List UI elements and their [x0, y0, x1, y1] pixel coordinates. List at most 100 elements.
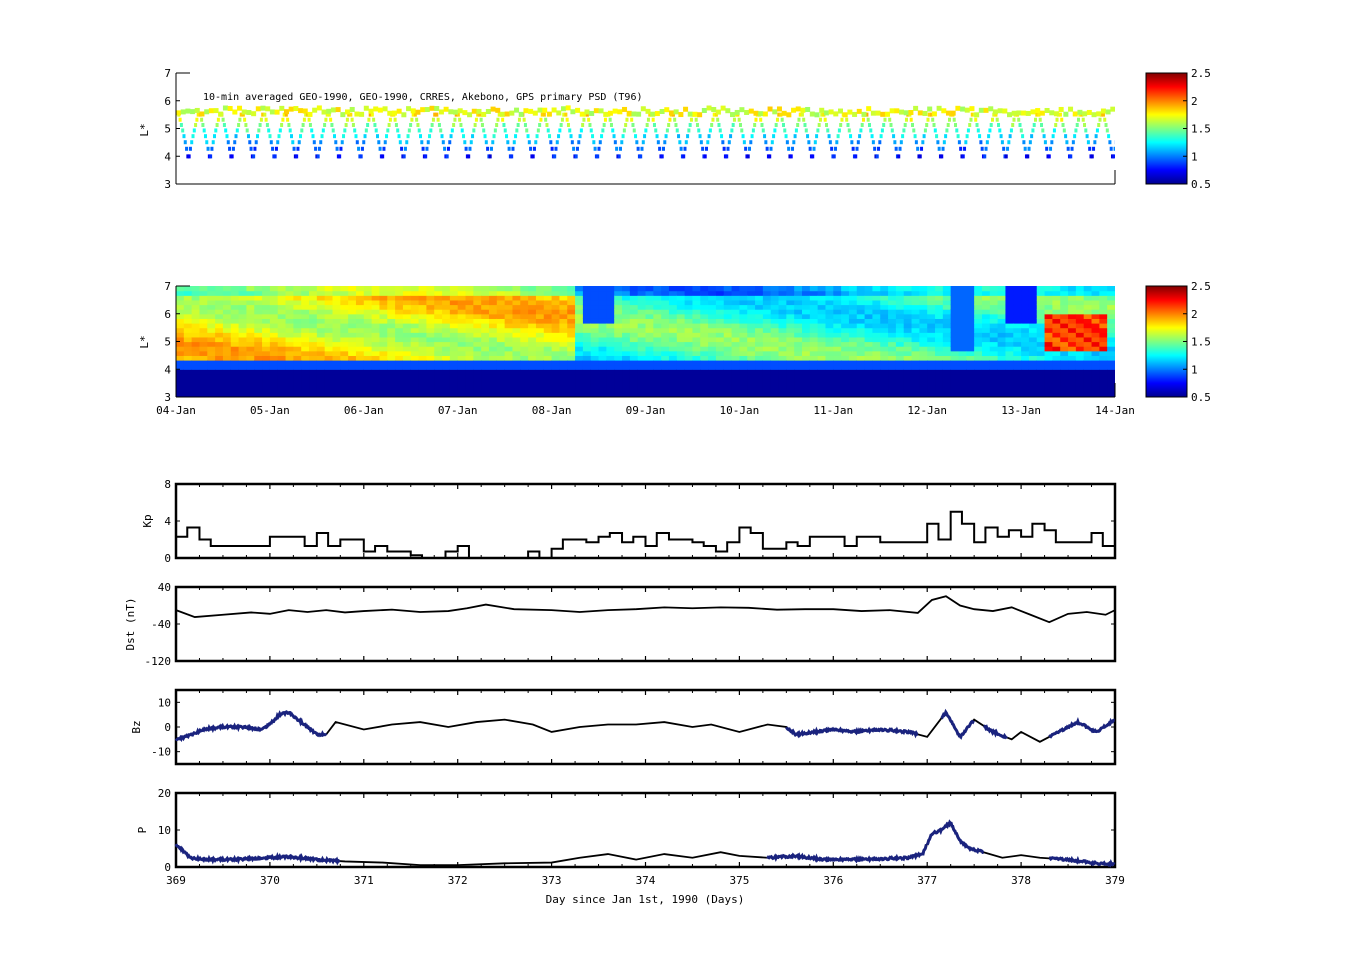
psd-reanalysis-cell [309, 378, 318, 384]
psd-observed-track-cell [195, 117, 199, 122]
psd-observed-band-cell [640, 106, 646, 112]
psd-observed-track-cell [510, 154, 514, 159]
psd-reanalysis-cell [285, 318, 294, 324]
psd-observed-track-cell [1092, 146, 1096, 151]
psd-reanalysis-cell [841, 299, 850, 306]
psd-reanalysis-cell [176, 392, 185, 397]
psd-reanalysis-cell [888, 364, 897, 370]
psd-observed-track-cell [992, 112, 996, 117]
psd-observed-track-cell [602, 122, 606, 127]
psd-observed-track-cell [230, 154, 234, 159]
psd-reanalysis-cell [473, 387, 482, 393]
psd-reanalysis-cell [598, 295, 607, 301]
psd-reanalysis-cell [1083, 383, 1093, 389]
psd-observed-track-cell [873, 146, 877, 151]
psd-reanalysis-cell [770, 341, 780, 347]
psd-reanalysis-cell [1075, 355, 1085, 361]
psd-reanalysis-cell [731, 383, 740, 389]
psd-reanalysis-cell [715, 313, 725, 319]
psd-observed-track-cell [281, 117, 285, 122]
psd-reanalysis-cell [355, 318, 365, 324]
psd-reanalysis-cell [1013, 332, 1022, 338]
psd-reanalysis-cell [215, 383, 224, 389]
psd-observed-track-cell [791, 146, 795, 151]
psd-reanalysis-cell [841, 336, 850, 343]
psd-reanalysis-cell [802, 392, 811, 397]
psd-reanalysis-cell [786, 318, 795, 324]
psd-observed-track-cell [683, 146, 687, 151]
psd-observed-track-cell [254, 140, 258, 145]
psd-reanalysis-cell [1083, 286, 1093, 292]
psd-observed-track-cell [1112, 154, 1115, 159]
psd-observed-band-cell [565, 105, 571, 111]
psd-reanalysis-cell [332, 313, 341, 319]
psd-reanalysis-cell [762, 309, 772, 315]
psd-reanalysis-cell [269, 318, 279, 324]
psd-reanalysis-cell [880, 304, 889, 310]
psd-reanalysis-cell [254, 336, 263, 343]
psd-reanalysis-cell [1044, 304, 1053, 310]
psd-reanalysis-cell [1021, 327, 1030, 333]
psd-reanalysis-cell [363, 299, 373, 306]
psd-observed-track-cell [347, 112, 351, 117]
psd-reanalysis-cell [301, 373, 310, 380]
psd-reanalysis-cell [1021, 341, 1030, 347]
psd-reanalysis-cell [575, 286, 584, 292]
psd-reanalysis-cell [1099, 323, 1108, 329]
psd-reanalysis-cell [262, 355, 271, 361]
psd-reanalysis-cell [395, 364, 404, 370]
psd-reanalysis-cell [684, 299, 694, 306]
psd-reanalysis-cell [418, 346, 427, 352]
psd-reanalysis-cell [481, 304, 490, 310]
psd-reanalysis-cell [489, 350, 498, 356]
psd-reanalysis-cell [332, 392, 341, 397]
psd-reanalysis-cell [614, 360, 623, 366]
psd-observed-band-cell [814, 112, 820, 118]
psd-reanalysis-cell [387, 373, 396, 380]
psd-reanalysis-cell [1068, 318, 1077, 324]
psd-reanalysis-cell [316, 299, 326, 306]
psd-observed-track-cell [712, 112, 716, 117]
psd-observed-track-cell [473, 122, 477, 127]
psd-reanalysis-cell [293, 304, 302, 310]
psd-reanalysis-cell [246, 323, 255, 329]
psd-reanalysis-cell [1075, 346, 1085, 352]
psd-reanalysis-cell [348, 304, 357, 310]
psd-reanalysis-cell [457, 383, 467, 389]
psd-reanalysis-cell [340, 309, 349, 315]
psd-reanalysis-cell [935, 341, 944, 347]
psd-reanalysis-cell [340, 350, 349, 356]
psd-reanalysis-cell [230, 299, 240, 306]
psd-reanalysis-cell [301, 360, 310, 366]
psd-reanalysis-cell [371, 332, 381, 338]
psd-reanalysis-cell [207, 369, 216, 375]
psd-reanalysis-cell [410, 373, 420, 380]
psd-reanalysis-cell [989, 369, 999, 375]
psd-reanalysis-cell [903, 387, 913, 393]
psd-observed-track-cell [1120, 118, 1123, 122]
psd-reanalysis-cell [911, 309, 920, 315]
psd-reanalysis-cell [363, 364, 373, 370]
psd-reanalysis-cell [794, 332, 803, 338]
psd-reanalysis-cell [622, 286, 631, 292]
psd-reanalysis-cell [809, 286, 819, 292]
psd-reanalysis-cell [262, 323, 271, 329]
psd-reanalysis-cell [841, 355, 850, 361]
psd-reanalysis-cell [309, 360, 318, 366]
psd-observed-band-cell [485, 108, 491, 114]
psd-observed-band-cell [265, 106, 271, 112]
psd-reanalysis-cell [582, 387, 592, 393]
psd-reanalysis-cell [277, 350, 287, 356]
psd-reanalysis-cell [418, 295, 427, 301]
psd-reanalysis-cell [449, 323, 459, 329]
psd-reanalysis-cell [293, 295, 302, 301]
psd-reanalysis-cell [215, 387, 224, 393]
psd-observed-track-cell [773, 128, 777, 133]
psd-reanalysis-cell [786, 323, 795, 329]
psd-reanalysis-cell [207, 383, 216, 389]
psd-reanalysis-cell [410, 295, 420, 301]
psd-observed-band-cell [913, 105, 919, 111]
psd-reanalysis-cell [309, 336, 318, 343]
psd-reanalysis-cell [582, 318, 592, 324]
psd-reanalysis-cell [176, 378, 185, 384]
